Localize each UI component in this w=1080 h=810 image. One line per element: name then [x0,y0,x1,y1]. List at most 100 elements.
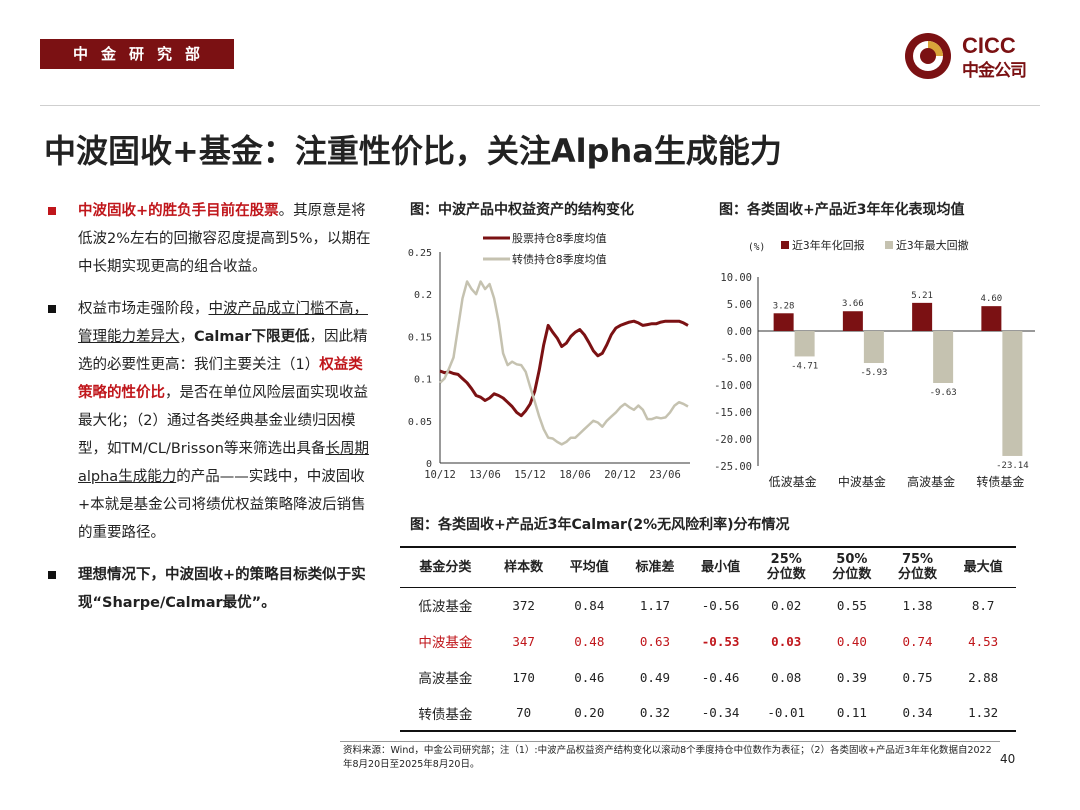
table-cell: 170 [512,669,535,685]
legend-label: 股票持仓8季度均值 [512,231,607,245]
bullet-2-highlight: 权益类策略的性价比 [78,357,363,401]
line-chart-y-tick: 0.2 [414,290,432,301]
table-cell: 2.88 [968,669,999,685]
table-cell: 0.11 [819,695,885,732]
table-header: 样本数 [490,546,557,588]
bar-chart-y-tick: -20.00 [714,434,752,446]
bar-drawdown [933,331,954,384]
bullet-marker [48,305,56,313]
table-row: 低波基金 372 0.84 1.17 -0.56 0.02 0.55 1.38 8.7 [400,587,1016,623]
table-cell: 0.34 [884,695,951,732]
bar-return [981,306,1002,331]
bar-chart: 10.00 5.00 0.00 -5.00 -10.00 -15.00 -20.00 -25.… [714,238,1035,489]
line-chart-y-tick: 0.25 [408,248,432,259]
table-cell: 1.17 [639,597,670,613]
table-cell: 0.40 [836,633,867,649]
table-cell: 372 [512,597,535,613]
bullet-2-text: 的产品——实践中，中波固收+本就是基金公司将绩优权益策略降波后销售的重要路径。 [78,469,366,541]
bar-chart-y-tick: -5.00 [720,353,752,365]
header-divider [40,105,1040,106]
table-cell: 1.38 [902,597,933,613]
line-series-2 [439,280,689,446]
table-cell: 0.74 [902,633,933,649]
bullet-list: 中波固收+的胜负手目前在股票。其原意是将低波2%左右的回撤容忍度提高到5%，以期… [46,197,376,631]
calmar-table: 基金分类 样本数 平均值 标准差 最小值 25% 分位数 50% 分位数 75% 分位数 最大值 低波… [400,546,1016,732]
page-title: 中波固收+基金：注重性价比，关注Alpha生成能力 [44,132,782,170]
bar-data-label: -9.63 [930,388,957,398]
table-cell: -0.56 [701,597,740,613]
table-header: 50% 分位数 [819,546,885,588]
table-header: 平均值 [556,546,623,588]
table-cell: 0.03 [771,633,802,649]
table-cell: 1.32 [950,695,1016,732]
bullet-2-text: ， [179,329,195,345]
bar-data-label: -5.93 [860,368,887,378]
bullet-3-text: 理想情况下，中波固收+的策略目标类似于实现“Sharpe/Calmar最优”。 [78,567,366,611]
bullet-1: 中波固收+的胜负手目前在股票。其原意是将低波2%左右的回撤容忍度提高到5%，以期… [46,197,376,281]
bar-chart-y-tick: -15.00 [714,407,752,419]
bar-return [842,311,863,331]
line-chart-x-tick: 23/06 [649,469,681,481]
line-chart-x-tick: 15/12 [514,469,546,481]
table-cell: 0.84 [574,597,605,613]
table-cell: 0.20 [556,695,623,732]
bar-drawdown [1002,331,1023,456]
table-title: 图：各类固收+产品近3年Calmar(2%无风险利率)分布情况 [410,517,790,533]
table-cell: 8.7 [971,597,995,613]
bar-data-label: 3.28 [773,301,795,311]
bullet-2: 权益市场走强阶段，中波产品成立门槛不高，管理能力差异大，Calmar下限更低，因… [46,295,376,547]
table-header: 最小值 [687,546,754,588]
cicc-logo: CICC 中金公司 [902,31,1052,81]
table-cell: 0.39 [836,669,867,685]
line-chart-x-tick: 10/12 [424,469,456,481]
table-row: 转债基金 70 0.20 0.32 -0.34 -0.01 0.11 0.34 1.32 [400,695,1016,732]
table-header: 75% 分位数 [884,546,951,588]
bar-return [912,302,933,331]
table-cell: 0.02 [771,597,802,613]
department-label: 中金研究部 [40,39,234,69]
line-chart-y-tick: 0.15 [408,332,432,343]
line-chart: 0 0.05 0.1 0.15 0.2 0.25 10/12 13/06 15/12 18/06 2… [408,231,690,481]
bar-data-label: -23.14 [996,461,1029,471]
bar-category-label: 中波基金 [838,474,886,489]
table-cell: 0.49 [639,669,670,685]
table-header: 最大值 [950,546,1016,588]
line-chart-y-tick: 0 [426,459,432,470]
legend-swatch [781,241,789,249]
line-chart-x-tick: 13/06 [469,469,501,481]
bullet-1-highlight: 中波固收+的胜负手目前在股票 [78,203,279,219]
bullet-1-text: 。其原意是将低波2%左右的回撤容忍度提高到5%，以期在中长期实现更高的组合收益。 [78,203,371,275]
table-cell: 0.08 [771,669,802,685]
bullet-2-text: ，因此精选的必要性更高：我们主要关注（1） [78,329,368,373]
table-cell: -0.53 [701,633,740,649]
bar-chart-y-tick: 0.00 [727,326,752,338]
table-header: 25% 分位数 [753,546,820,588]
bar-category-label: 低波基金 [769,474,817,489]
table-cell: 高波基金 [418,671,473,687]
legend-swatch [885,241,893,249]
bar-drawdown [794,331,815,357]
table-cell: 4.53 [968,633,999,649]
table-cell: 0.32 [622,695,688,732]
table-cell: 0.48 [574,633,605,649]
table-cell: 347 [512,633,535,649]
source-note: 资料来源：Wind，中金公司研究部；注（1）:中波产品权益资产结构变化以滚动8个… [343,745,992,770]
bullet-2-text: 权益市场走强阶段， [78,301,209,317]
cicc-logo-icon [905,33,951,79]
bullet-marker [48,571,56,579]
line-chart-y-tick: 0.05 [408,417,432,428]
table-cell: -0.34 [687,695,754,732]
bullet-marker [48,207,56,215]
bar-category-label: 高波基金 [907,474,955,489]
table-cell: 0.63 [639,633,670,649]
bullet-2-bold: Calmar下限更低 [194,329,310,345]
table-cell: -0.46 [701,669,740,685]
bar-chart-title: 图：各类固收+产品近3年年化表现均值 [719,202,965,218]
bar-chart-y-tick: 10.00 [720,272,752,284]
bar-data-label: 5.21 [911,291,933,301]
line-series-1 [439,319,689,418]
bar-chart-unit: (%) [748,242,765,253]
table-cell: 0.75 [902,669,933,685]
table-row: 中波基金 347 0.48 0.63 -0.53 0.03 0.40 0.74 4.53 [400,623,1016,659]
table-cell: 中波基金 [418,635,473,651]
